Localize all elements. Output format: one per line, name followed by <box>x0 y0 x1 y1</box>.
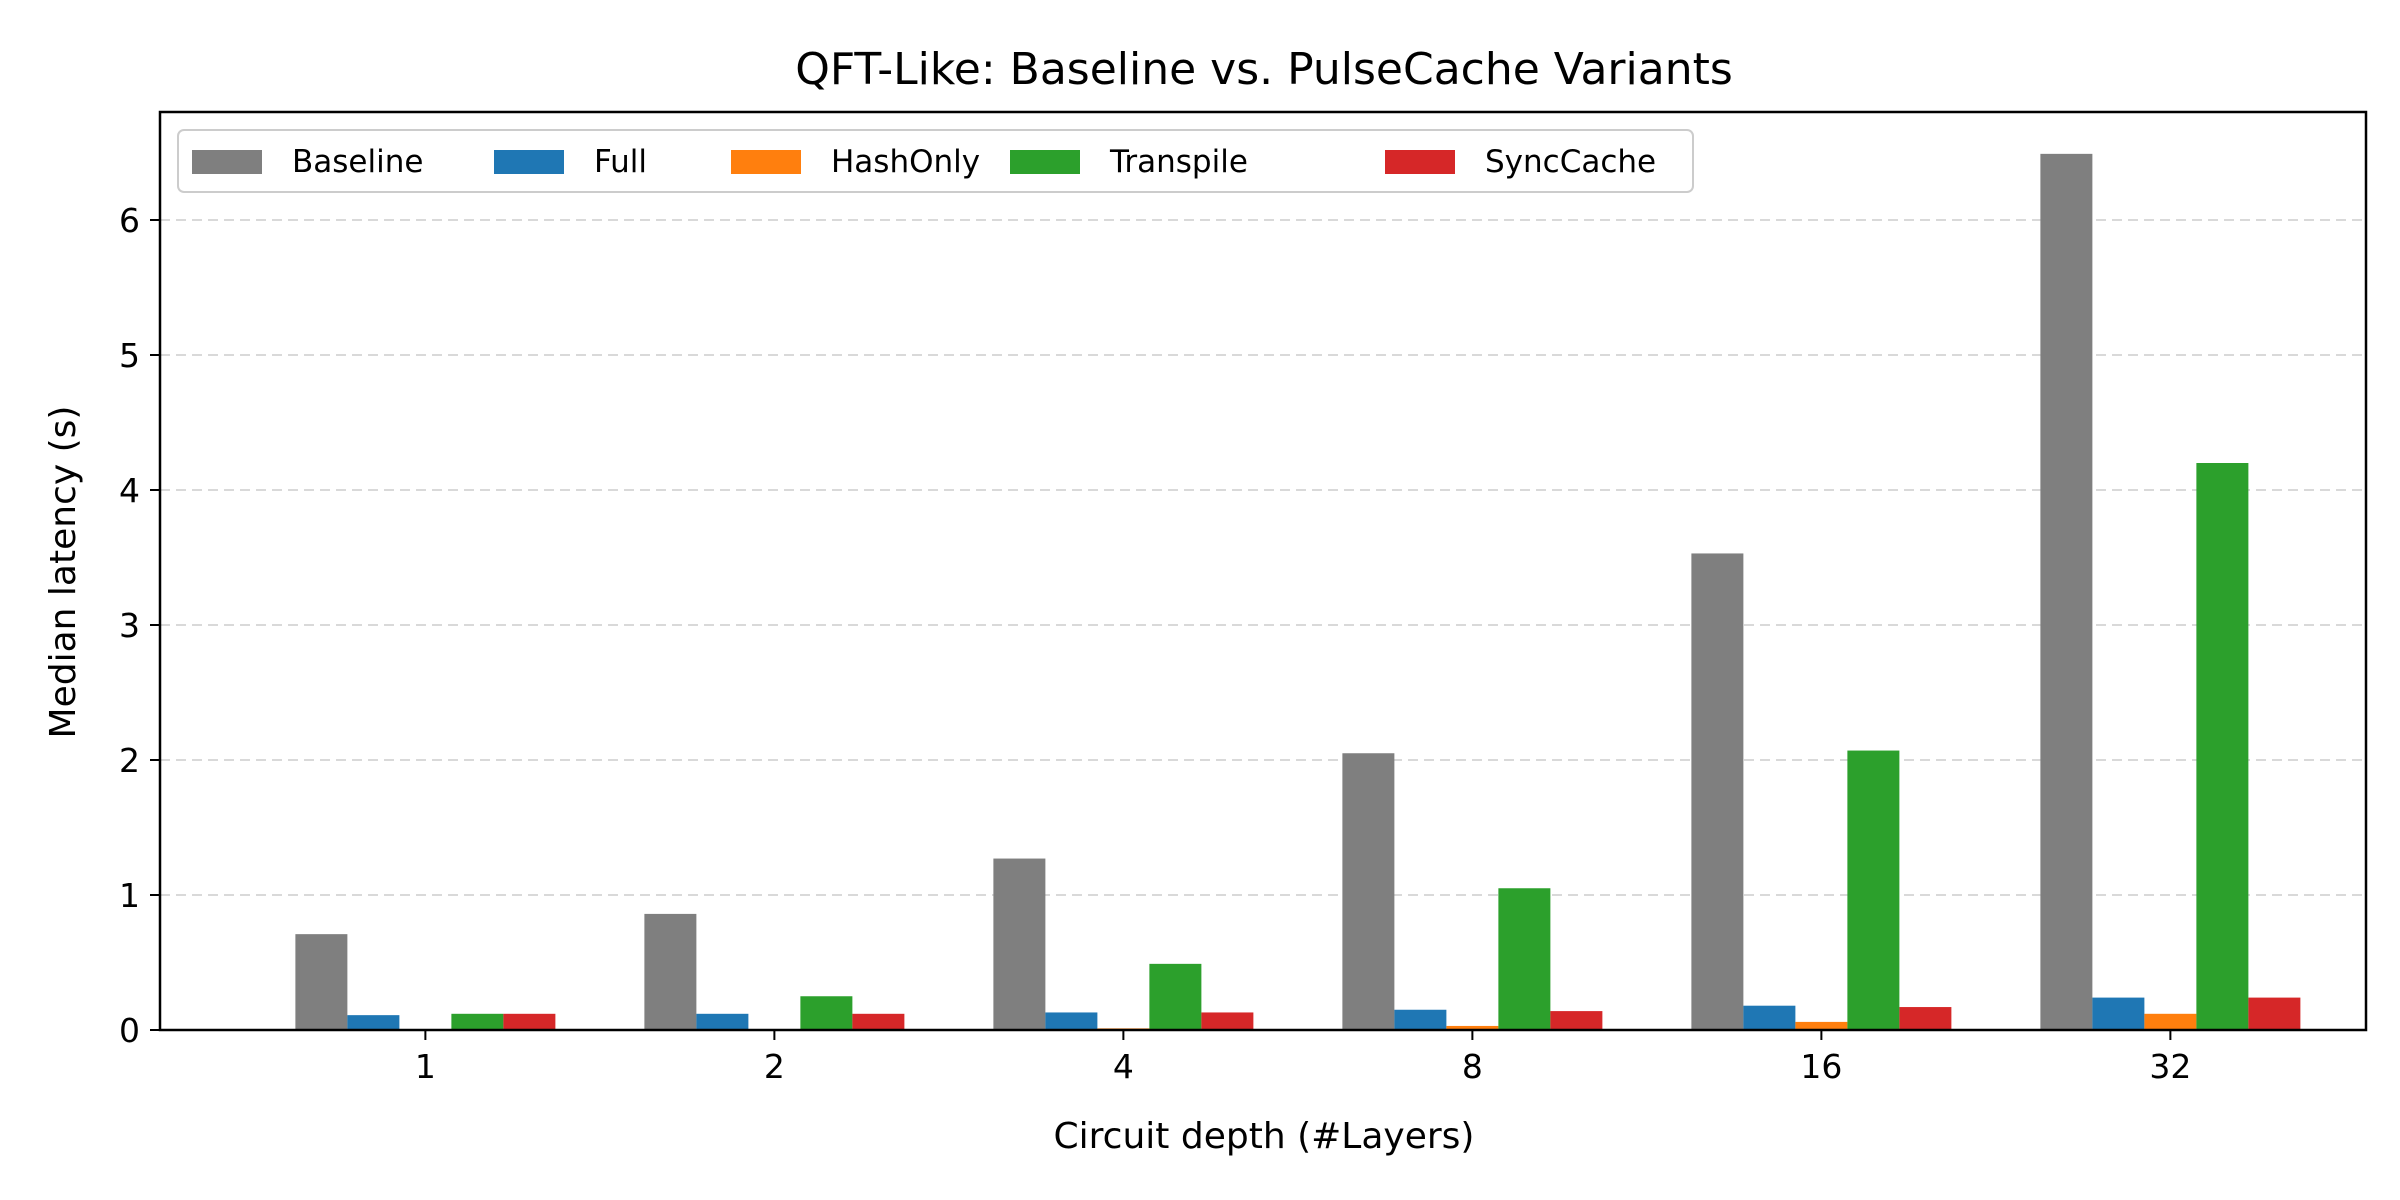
bars <box>295 154 2300 1030</box>
bar-full-4 <box>1045 1012 1097 1030</box>
bar-transpile-32 <box>2196 463 2248 1030</box>
chart-title: QFT-Like: Baseline vs. PulseCache Varian… <box>795 44 1733 95</box>
y-tick-label: 3 <box>119 606 140 645</box>
y-tick-label: 2 <box>119 741 140 780</box>
bar-synccache-8 <box>1550 1011 1602 1030</box>
bar-full-32 <box>2092 998 2144 1030</box>
bar-baseline-32 <box>2040 154 2092 1030</box>
legend-label-hashonly: HashOnly <box>831 144 980 180</box>
bar-synccache-1 <box>503 1014 555 1030</box>
bar-transpile-4 <box>1149 964 1201 1030</box>
bar-transpile-16 <box>1847 751 1899 1030</box>
bar-synccache-4 <box>1201 1012 1253 1030</box>
y-tick-label: 0 <box>119 1011 140 1050</box>
bar-transpile-2 <box>800 996 852 1030</box>
x-axis-label: Circuit depth (#Layers) <box>1054 1116 1475 1157</box>
x-tick-label: 16 <box>1800 1047 1842 1086</box>
bar-full-1 <box>347 1015 399 1030</box>
bar-baseline-4 <box>993 859 1045 1030</box>
legend-swatch-full <box>494 150 564 174</box>
x-tick-label: 4 <box>1113 1047 1134 1086</box>
x-tick-label: 1 <box>415 1047 436 1086</box>
legend-label-baseline: Baseline <box>292 144 423 180</box>
legend-label-synccache: SyncCache <box>1485 144 1656 180</box>
bar-transpile-8 <box>1498 888 1550 1030</box>
y-axis-label: Median latency (s) <box>43 406 84 739</box>
legend-swatch-baseline <box>192 150 262 174</box>
bar-synccache-16 <box>1899 1007 1951 1030</box>
y-tick-label: 6 <box>119 201 140 240</box>
bar-baseline-16 <box>1691 553 1743 1030</box>
grid-lines <box>160 220 2366 895</box>
legend-swatch-hashonly <box>731 150 801 174</box>
bar-full-16 <box>1743 1006 1795 1030</box>
y-tick-label: 4 <box>119 471 140 510</box>
x-tick-label: 2 <box>764 1047 785 1086</box>
axes: 0 1 2 3 4 5 6 1 2 4 8 16 32 <box>119 112 2366 1086</box>
bar-full-8 <box>1394 1010 1446 1030</box>
bar-baseline-8 <box>1342 753 1394 1030</box>
bar-hashonly-32 <box>2144 1014 2196 1030</box>
legend: Baseline Full HashOnly Transpile SyncCache <box>178 130 1693 192</box>
bar-synccache-2 <box>852 1014 904 1030</box>
x-tick-label: 8 <box>1462 1047 1483 1086</box>
legend-label-transpile: Transpile <box>1109 144 1248 180</box>
y-tick-label: 5 <box>119 336 140 375</box>
legend-swatch-transpile <box>1010 150 1080 174</box>
bar-synccache-32 <box>2248 998 2300 1030</box>
legend-swatch-synccache <box>1385 150 1455 174</box>
plot-frame <box>160 112 2366 1030</box>
bar-transpile-1 <box>451 1014 503 1030</box>
bar-baseline-2 <box>644 914 696 1030</box>
bar-baseline-1 <box>295 934 347 1030</box>
y-tick-label: 1 <box>119 876 140 915</box>
bar-full-2 <box>696 1014 748 1030</box>
legend-label-full: Full <box>594 144 647 180</box>
x-tick-label: 32 <box>2149 1047 2191 1086</box>
